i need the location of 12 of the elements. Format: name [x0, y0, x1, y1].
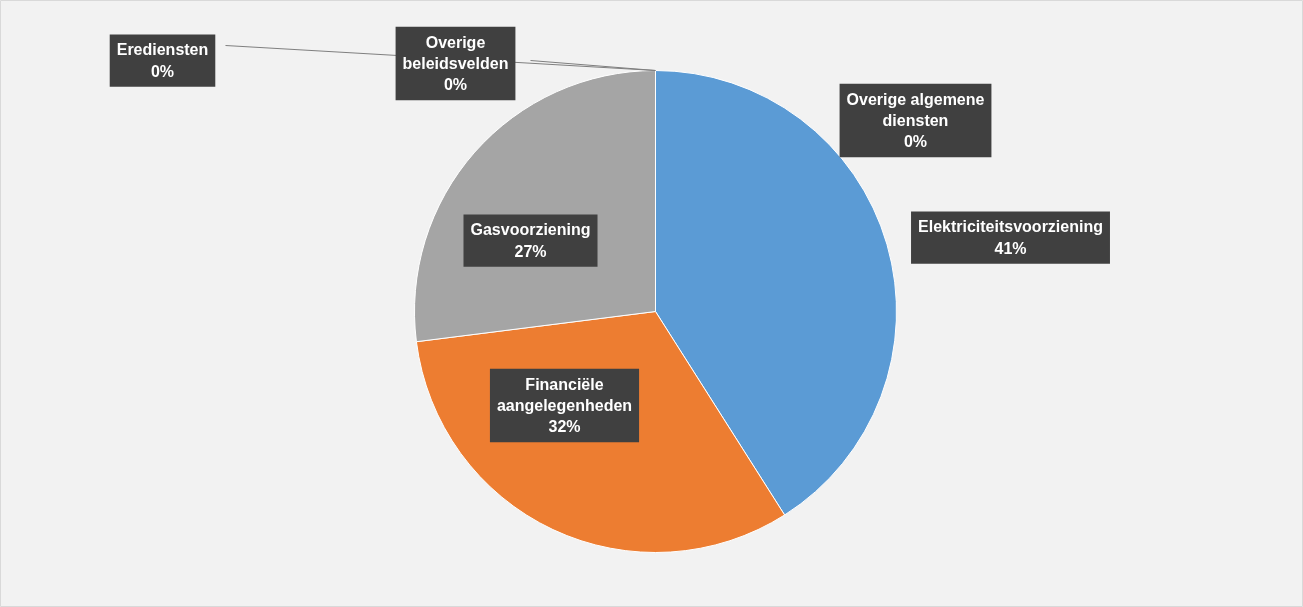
- category-label: Overige algemene diensten: [846, 90, 985, 129]
- data-label: 32%: [548, 418, 581, 436]
- text: 0%: [150, 62, 175, 80]
- slice-label: Financiële aangelegenheden: [496, 375, 633, 414]
- text: 0%: [903, 133, 928, 151]
- slice-label: Gasvoorziening: [470, 221, 591, 239]
- data-label: 41%: [994, 239, 1027, 257]
- text: 0%: [443, 76, 468, 94]
- data-label: 27%: [514, 242, 547, 260]
- category-label: Erediensten: [116, 41, 209, 59]
- category-label: Overige beleidsvelden: [402, 33, 509, 72]
- slice-label: Elektriciteitsvoorziening: [918, 218, 1103, 236]
